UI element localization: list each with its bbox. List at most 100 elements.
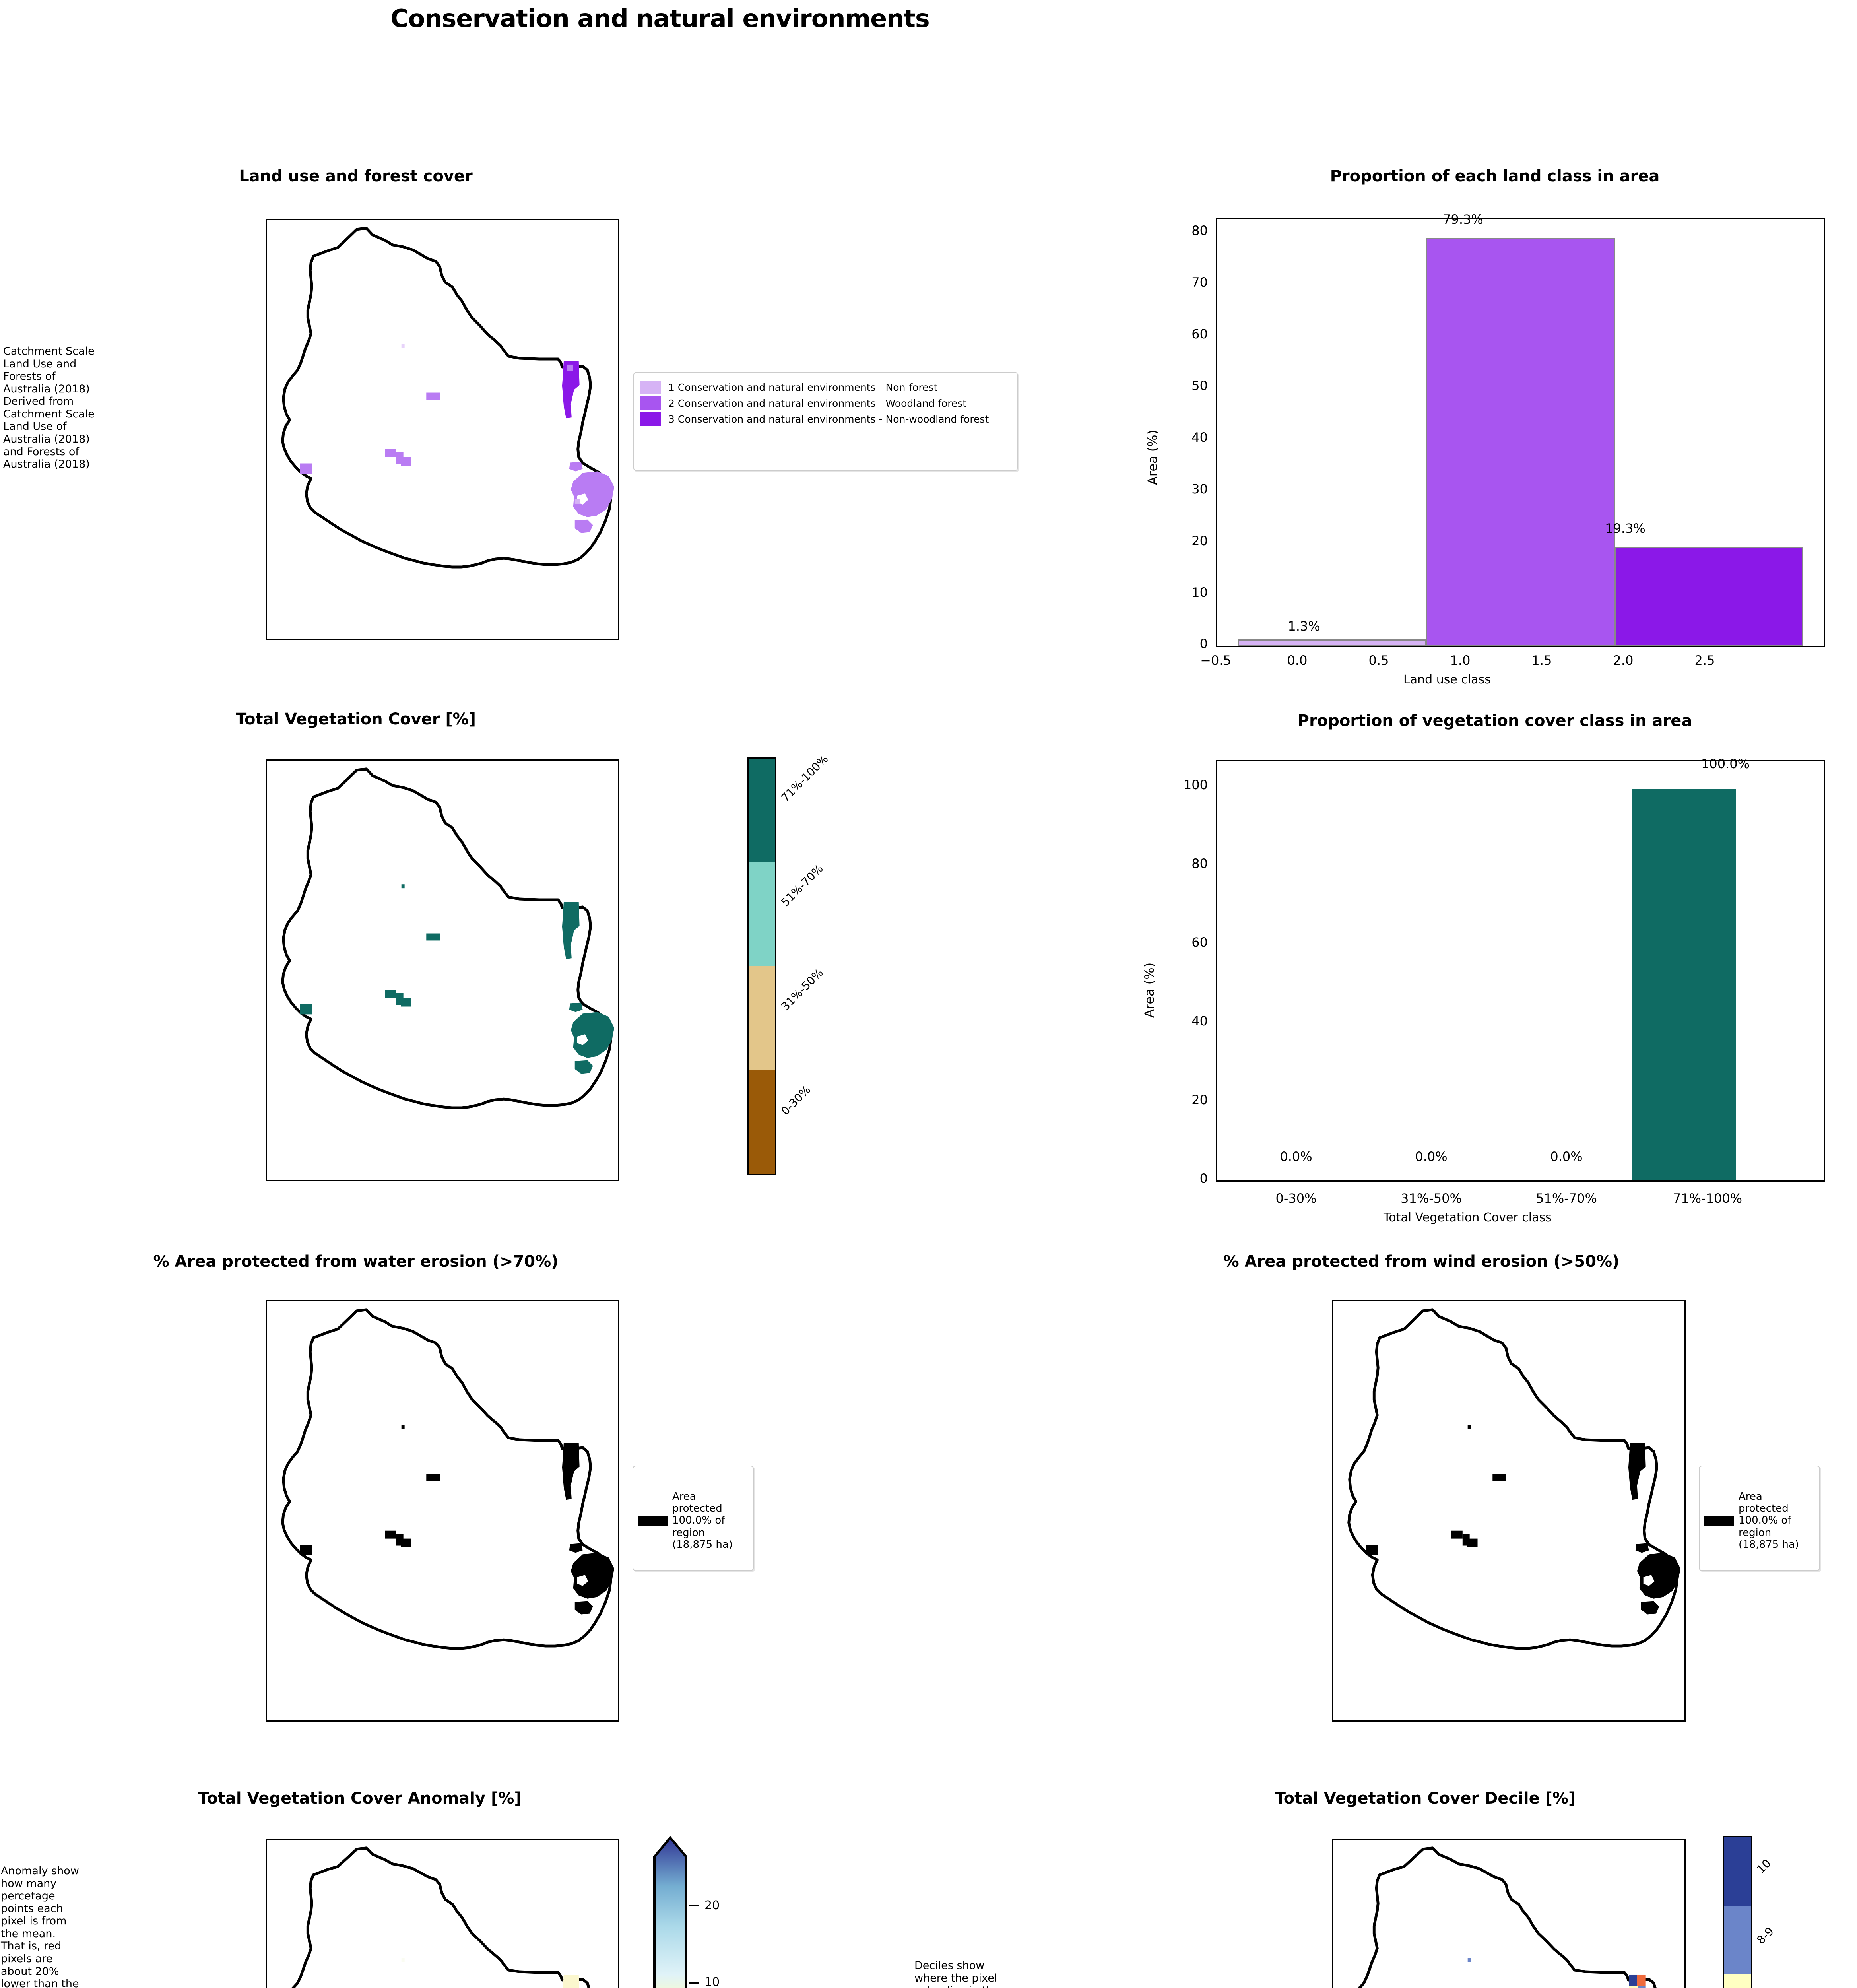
- legend-item: 1 Conservation and natural environments …: [640, 381, 1011, 394]
- anomaly-colorbar-graphic: [653, 1836, 687, 1988]
- legend-swatch-nonwoodland: [640, 412, 661, 426]
- xtick2-71-100: 71%-100%: [1673, 1191, 1743, 1206]
- legend-label-protected-area: Area protected 100.0% of region (18,875 …: [672, 1491, 733, 1551]
- xtick-2.5: 2.5: [1694, 653, 1715, 668]
- xtick2-31-50: 31%-50%: [1401, 1191, 1462, 1206]
- bar-label-veg-0: 0.0%: [1280, 1149, 1312, 1164]
- ytick2-100: 100: [1183, 777, 1208, 792]
- colorbar-seg-71-100: [749, 759, 775, 862]
- xtick2-51-70: 51%-70%: [1536, 1191, 1597, 1206]
- legend-item: 3 Conservation and natural environments …: [640, 412, 1011, 426]
- veg-cover-map-title: Total Vegetation Cover [%]: [235, 710, 476, 728]
- ytick-0: 0: [1199, 636, 1208, 651]
- xtick--0.5: −0.5: [1200, 653, 1231, 668]
- wind-erosion-legend[interactable]: Area protected 100.0% of region (18,875 …: [1699, 1466, 1820, 1571]
- anomaly-tick-10: 10: [704, 1975, 720, 1988]
- xtick-1.0: 1.0: [1450, 653, 1471, 668]
- decile-label-8-9: 8-9: [1754, 1924, 1777, 1947]
- legend-swatch-nonforest: [640, 381, 661, 394]
- ytick2-0: 0: [1199, 1171, 1208, 1186]
- anomaly-explainer-note: Anomaly show how many percetage points e…: [1, 1865, 79, 1988]
- ytick-30: 30: [1191, 481, 1208, 497]
- legend-swatch-protected-area: [1704, 1515, 1734, 1526]
- decile-explainer-note: Deciles show where the pixel value lies …: [914, 1959, 999, 1988]
- colorbar-seg-10: [1724, 1837, 1751, 1906]
- bar-label-class-2: 19.3%: [1605, 521, 1645, 536]
- anomaly-tickmark: [689, 1982, 699, 1984]
- decile-label-10: 10: [1754, 1856, 1774, 1876]
- legend-item: Area protected 100.0% of region (18,875 …: [638, 1473, 748, 1569]
- decile-map[interactable]: [1332, 1839, 1686, 1988]
- anomaly-colorbar[interactable]: [652, 1836, 689, 1988]
- veg-cover-chart-ylabel: Area (%): [1142, 962, 1157, 1018]
- anomaly-tickmark: [689, 1905, 699, 1906]
- veg-cover-chart-title: Proportion of vegetation cover class in …: [1297, 712, 1692, 730]
- ytick-80: 80: [1191, 223, 1208, 238]
- colorbar-label-31-50: 31%-50%: [778, 966, 826, 1013]
- decile-map-title: Total Vegetation Cover Decile [%]: [1275, 1789, 1576, 1807]
- land-class-chart-title: Proportion of each land class in area: [1330, 167, 1660, 185]
- decile-colorbar[interactable]: [1723, 1836, 1752, 1988]
- land-class-chart-plot[interactable]: [1216, 218, 1825, 647]
- xtick-0.5: 0.5: [1368, 653, 1389, 668]
- water-erosion-map[interactable]: [266, 1300, 619, 1722]
- bar-veg-71-100[interactable]: [1632, 788, 1736, 1180]
- legend-label-woodland: 2 Conservation and natural environments …: [668, 397, 967, 409]
- veg-cover-chart-xlabel: Total Vegetation Cover class: [1384, 1211, 1552, 1225]
- veg-cover-map-graphic: [281, 767, 615, 1109]
- legend-label-protected-area: Area protected 100.0% of region (18,875 …: [1739, 1491, 1799, 1551]
- wind-erosion-map-graphic: [1347, 1308, 1681, 1650]
- land-class-chart-ylabel: Area (%): [1145, 429, 1160, 485]
- colorbar-seg-51-70: [749, 862, 775, 966]
- water-erosion-map-title: % Area protected from water erosion (>70…: [153, 1252, 559, 1271]
- colorbar-seg-0-30: [749, 1070, 775, 1174]
- colorbar-label-51-70: 51%-70%: [778, 862, 826, 909]
- colorbar-seg-8-9: [1724, 1906, 1751, 1975]
- bar-class-1[interactable]: [1426, 238, 1615, 646]
- legend-label-nonwoodland: 3 Conservation and natural environments …: [668, 413, 989, 425]
- xtick-2.0: 2.0: [1613, 653, 1634, 668]
- veg-cover-chart-plot[interactable]: [1216, 760, 1825, 1182]
- water-erosion-legend[interactable]: Area protected 100.0% of region (18,875 …: [633, 1466, 754, 1571]
- anomaly-tick-20: 20: [704, 1899, 720, 1912]
- legend-item: Area protected 100.0% of region (18,875 …: [1704, 1473, 1814, 1569]
- water-erosion-map-graphic: [281, 1308, 615, 1650]
- ytick-40: 40: [1191, 430, 1208, 445]
- ytick2-40: 40: [1191, 1013, 1208, 1029]
- decile-map-graphic: [1357, 1846, 1657, 1988]
- page-title: Conservation and natural environments: [390, 4, 930, 33]
- anomaly-map-graphic: [291, 1846, 591, 1988]
- legend-item: 2 Conservation and natural environments …: [640, 396, 1011, 410]
- land-use-map[interactable]: [266, 219, 619, 640]
- ytick2-80: 80: [1191, 856, 1208, 871]
- ytick2-60: 60: [1191, 935, 1208, 950]
- bar-label-class-0: 1.3%: [1288, 619, 1320, 634]
- colorbar-seg-4-7: [1724, 1974, 1751, 1988]
- land-use-source-note: Catchment Scale Land Use and Forests of …: [3, 345, 95, 471]
- bar-label-veg-1: 0.0%: [1415, 1149, 1448, 1164]
- ytick-70: 70: [1191, 275, 1208, 290]
- bar-class-0[interactable]: [1237, 639, 1426, 646]
- bar-label-veg-3: 100.0%: [1701, 756, 1750, 771]
- xtick-1.5: 1.5: [1531, 653, 1552, 668]
- ytick-10: 10: [1191, 585, 1208, 600]
- land-use-legend[interactable]: 1 Conservation and natural environments …: [633, 372, 1018, 471]
- bar-class-2[interactable]: [1614, 546, 1803, 646]
- veg-cover-map[interactable]: [266, 759, 619, 1181]
- legend-label-nonforest: 1 Conservation and natural environments …: [668, 381, 938, 393]
- colorbar-label-0-30: 0-30%: [778, 1083, 813, 1118]
- anomaly-map-title: Total Vegetation Cover Anomaly [%]: [198, 1789, 522, 1807]
- veg-cover-colorbar[interactable]: [747, 757, 776, 1175]
- bar-label-veg-2: 0.0%: [1550, 1149, 1583, 1164]
- xtick-0.0: 0.0: [1287, 653, 1308, 668]
- ytick2-20: 20: [1191, 1092, 1208, 1107]
- ytick-20: 20: [1191, 533, 1208, 548]
- ytick-60: 60: [1191, 326, 1208, 342]
- ytick-50: 50: [1191, 378, 1208, 393]
- wind-erosion-map[interactable]: [1332, 1300, 1686, 1722]
- anomaly-map[interactable]: [266, 1839, 619, 1988]
- land-use-map-title: Land use and forest cover: [239, 167, 473, 185]
- land-use-map-graphic: [281, 227, 615, 569]
- wind-erosion-map-title: % Area protected from wind erosion (>50%…: [1223, 1252, 1620, 1271]
- xtick2-0-30: 0-30%: [1275, 1191, 1317, 1206]
